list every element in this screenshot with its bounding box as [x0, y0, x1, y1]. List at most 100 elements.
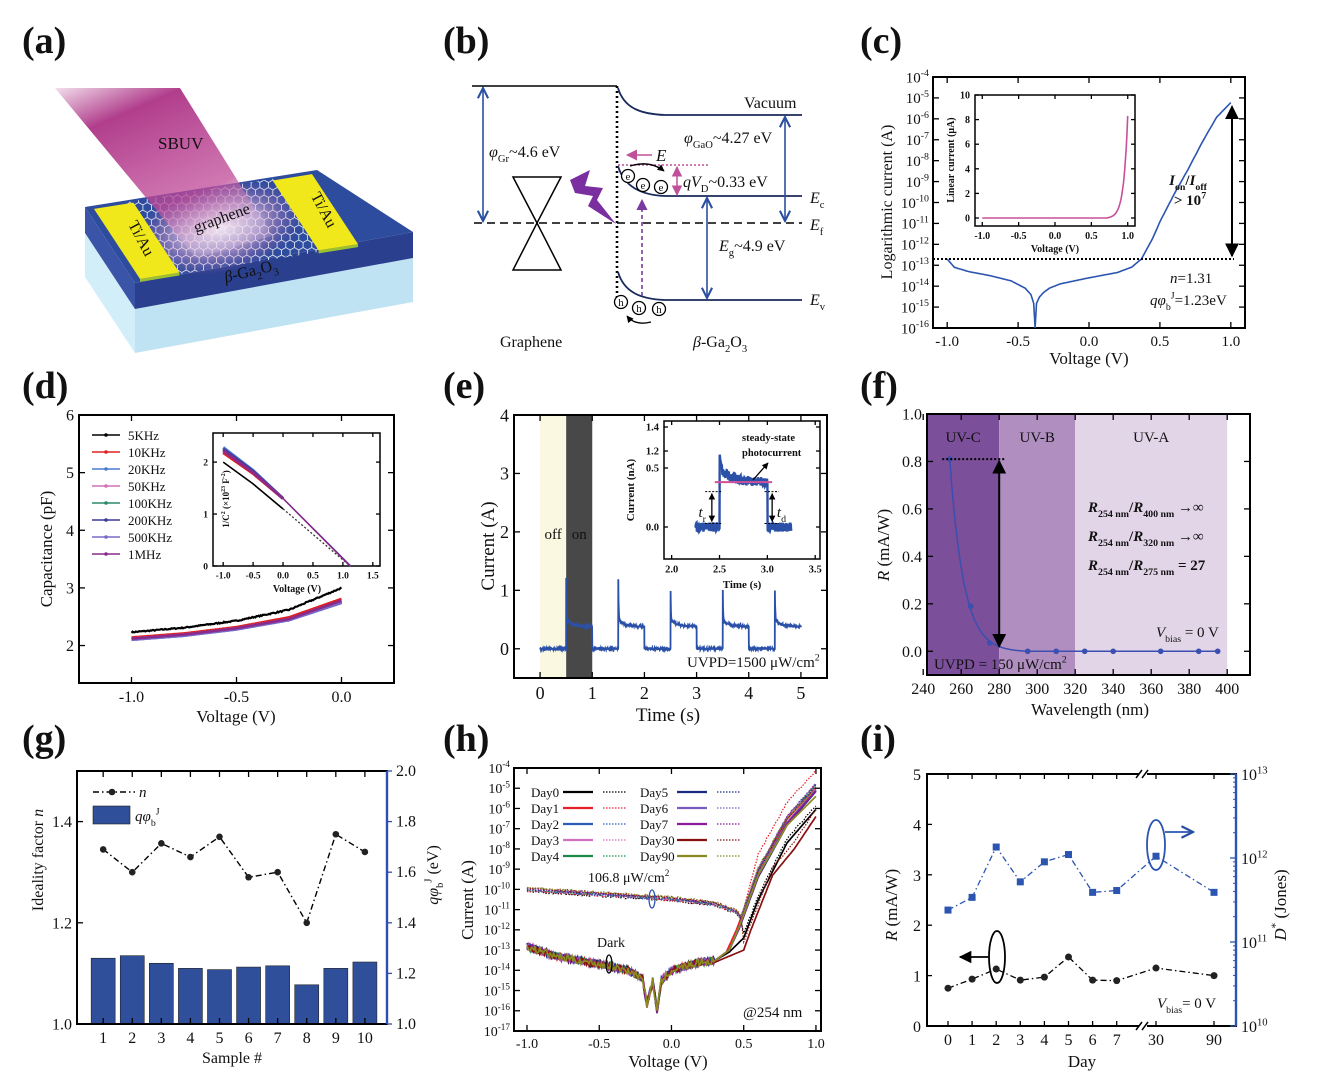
y-tick-label: 10-12 — [901, 235, 929, 253]
x-tick-label: -0.5 — [224, 689, 249, 706]
electron-drift-arrow — [629, 163, 665, 172]
electron-icon — [653, 179, 669, 195]
light-intensity-label-part: 2 — [665, 868, 670, 878]
y2-tick-label: 1.8 — [396, 814, 416, 831]
region-UV-A — [1075, 414, 1228, 675]
panel-label-e: (e) — [443, 365, 485, 407]
y-tick-label: 10-14 — [901, 277, 929, 295]
x-tick-label: 2 — [128, 1030, 136, 1047]
x-axis-label: Voltage (V) — [628, 1052, 707, 1071]
x-tick-label: 7 — [1113, 1032, 1121, 1049]
y-tick-label-part: -16 — [498, 1002, 511, 1012]
bar-sample-2 — [119, 955, 145, 1025]
y-tick-label-part: -16 — [916, 319, 929, 330]
barrier-label-part: b — [1166, 302, 1171, 313]
x-tick-label: 5 — [796, 683, 805, 703]
inset-y-axis-label: Linear current (μA) — [946, 117, 957, 202]
on-off-ratio-value: > 107 — [1174, 191, 1206, 209]
x-tick-label: -1.0 — [119, 689, 144, 706]
y-tick-label-part: -14 — [498, 961, 511, 971]
panel-label-h: (h) — [443, 718, 489, 760]
responsivity-point — [1016, 976, 1024, 984]
ideality-point — [361, 848, 369, 856]
bandgap-label-part: g — [729, 248, 735, 259]
ef-label-part: E — [809, 217, 820, 234]
y-axis-label-part: (mA/W) — [874, 509, 893, 571]
y-tick-label: 2 — [66, 638, 74, 655]
data-point — [1214, 648, 1221, 655]
detectivity-point — [1089, 888, 1097, 896]
y2-axis-label-part: (eV) — [425, 845, 442, 878]
y-tick-label-part: 10 — [488, 762, 502, 777]
y-axis-label: R (mA/W) — [882, 869, 901, 942]
y-tick-label: 2 — [913, 918, 921, 935]
y-tick-label: 10-13 — [901, 256, 929, 274]
y-tick-label: 0.0 — [902, 644, 922, 661]
y-tick-label-part: 10 — [484, 1005, 498, 1020]
x-tick-label: 4 — [186, 1030, 194, 1047]
y-axis-label: Capacitance (pF) — [37, 491, 56, 608]
bias-label-part: V — [1156, 625, 1167, 641]
light-curve-Day30 — [526, 809, 817, 945]
axis-break-gap — [1139, 1022, 1147, 1030]
plot-frame — [663, 420, 821, 560]
ideality-point — [128, 868, 136, 876]
y-tick-label-part: 10 — [901, 217, 916, 233]
data-point — [1053, 648, 1059, 655]
x-tick-label: 0 — [944, 1032, 952, 1049]
rejection-ratio-label: R254 nm/R275 nm = 27 — [1087, 558, 1206, 578]
ideality-point — [158, 840, 165, 847]
responsivity-point — [1152, 964, 1160, 972]
uvpd-label: UVPD = 150 μW/cm2 — [934, 655, 1067, 673]
y-tick-label-part: -15 — [916, 298, 929, 309]
y2-axis-label-part: (Jones) — [1271, 869, 1290, 922]
panel-label-g: (g) — [22, 718, 66, 760]
y-tick-label-part: 10 — [906, 91, 921, 107]
bandgap-label-part: E — [718, 238, 729, 255]
y-tick-label-part: 10 — [484, 944, 498, 959]
x-axis-label: Time (s) — [636, 705, 700, 726]
hole-drift-arrow — [626, 315, 652, 324]
legend-label: 500KHz — [128, 530, 172, 545]
rejection-ratio-label-part: 254 nm — [1098, 538, 1130, 549]
y-tick-label-part: -4 — [921, 68, 929, 79]
y2-axis-label: D* (Jones) — [1270, 869, 1290, 941]
hole-label: h — [618, 297, 624, 309]
y2-tick-label: 1.0 — [396, 1016, 416, 1033]
legend-marker — [104, 484, 108, 488]
detectivity-point — [992, 843, 1000, 851]
y-tick-label-part: -12 — [498, 921, 511, 931]
legend-label: 20KHz — [128, 462, 166, 477]
y-tick-label-part: 10 — [906, 175, 921, 191]
detectivity-point — [1113, 887, 1121, 895]
y2-tick-label: 1011 — [1241, 933, 1267, 952]
x-tick-label: 30 — [1148, 1032, 1164, 1049]
y-tick-label-part: -13 — [916, 256, 929, 267]
light-intensity-label-part: 106.8 μW/cm — [588, 871, 665, 886]
y-tick-label: 10-8 — [906, 152, 929, 170]
bar-sample-5 — [207, 969, 232, 1025]
y-tick-label: 1.4 — [52, 814, 72, 831]
x-tick-label: 1 — [99, 1030, 107, 1047]
y-tick-label-part: 10 — [488, 823, 502, 838]
on-off-ratio-value-part: 7 — [1201, 191, 1206, 202]
y-tick-label-part: -13 — [498, 941, 511, 951]
x-tick-label: -0.5 — [1006, 334, 1030, 350]
ec-label: Ec — [809, 190, 825, 211]
y-tick-label: 10-8 — [488, 840, 510, 858]
y-tick-label: 0 — [913, 1019, 921, 1036]
detectivity-ellipse — [1146, 819, 1166, 871]
y-tick-label: 4 — [965, 164, 970, 175]
y-tick-label: 1.2 — [646, 447, 659, 458]
axis-break-mark — [1135, 769, 1143, 779]
data-point — [967, 603, 974, 609]
inset-y-axis-label-part: 1/C — [221, 514, 231, 528]
responsivity-point — [1210, 972, 1218, 980]
y-tick-label-part: -4 — [502, 759, 510, 769]
light-curve-Day6 — [526, 782, 817, 919]
legend-label: Day1 — [531, 801, 559, 816]
on-off-ratio-value-part: > 10 — [1174, 193, 1201, 209]
y-tick-label: 10-14 — [484, 961, 511, 979]
light-curves-bracket — [648, 889, 656, 909]
